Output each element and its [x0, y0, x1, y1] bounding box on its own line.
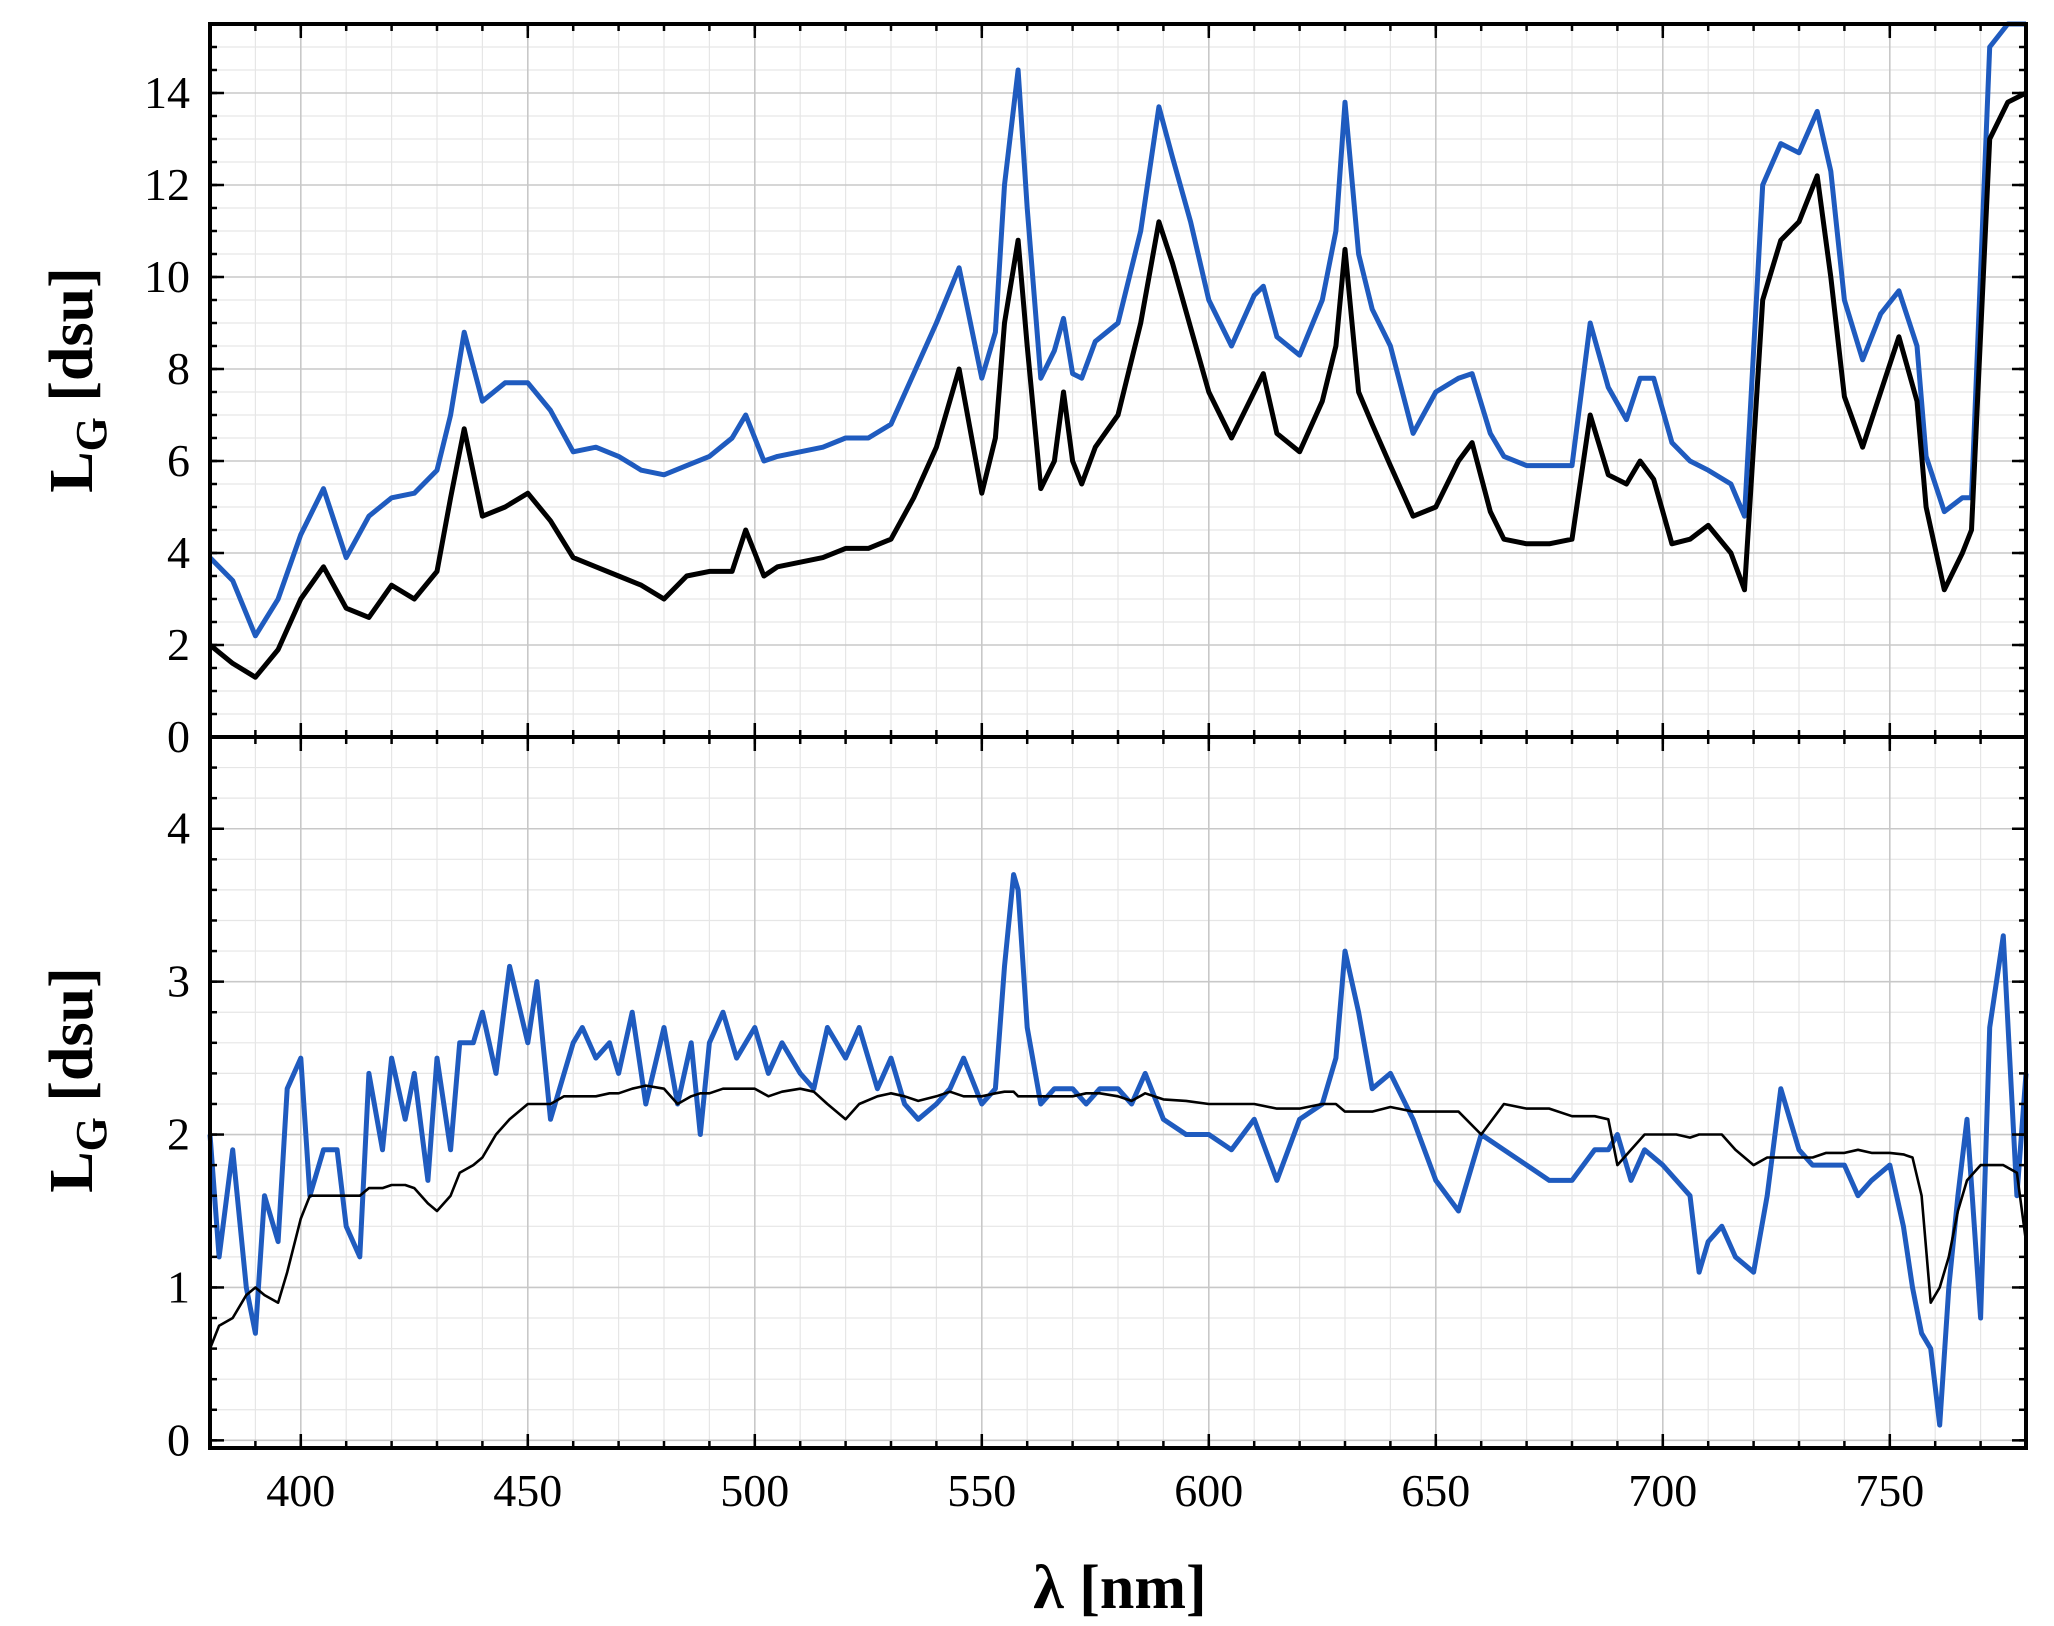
top-series-black — [208, 90, 2028, 680]
top-ytick-label: 12 — [144, 159, 190, 210]
bottom-ytick-label: 0 — [167, 1414, 190, 1465]
top-ytick-label: 10 — [144, 251, 190, 302]
top-ytick-label: 2 — [167, 619, 190, 670]
x-axis-title: λ [nm] — [1033, 1554, 1206, 1622]
bottom-ylabel: LG [dsu] — [38, 967, 116, 1192]
bottom-ytick-label: 1 — [167, 1261, 190, 1312]
top-series-blue — [208, 21, 2026, 639]
xtick-label: 500 — [720, 1465, 789, 1516]
top-ytick-label: 14 — [144, 67, 190, 118]
bottom-series-blue — [207, 872, 2029, 1428]
xtick-label: 600 — [1174, 1465, 1243, 1516]
top-ytick-label: 0 — [167, 711, 190, 762]
top-ytick-label: 6 — [167, 435, 190, 486]
xtick-label: 650 — [1401, 1465, 1470, 1516]
top-panel: 0 2 4 6 8 10 12 14 — [144, 21, 2028, 762]
top-ytick-label: 4 — [167, 527, 190, 578]
bottom-panel: 0 1 2 3 4 400 450 500 550 600 650 700 750 — [167, 735, 2029, 1516]
bottom-plot-frame — [208, 735, 2028, 1450]
xtick-label: 400 — [266, 1465, 335, 1516]
xtick-label: 700 — [1628, 1465, 1697, 1516]
bottom-series-black — [208, 1084, 2028, 1350]
bottom-ytick-label: 3 — [167, 956, 190, 1007]
xtick-label: 450 — [493, 1465, 562, 1516]
bottom-ytick-label: 2 — [167, 1109, 190, 1160]
top-ylabel: LG [dsu] — [38, 267, 116, 492]
top-ytick-label: 8 — [167, 343, 190, 394]
xtick-label: 750 — [1855, 1465, 1924, 1516]
xtick-label: 550 — [947, 1465, 1016, 1516]
bottom-ytick-label: 4 — [167, 803, 190, 854]
